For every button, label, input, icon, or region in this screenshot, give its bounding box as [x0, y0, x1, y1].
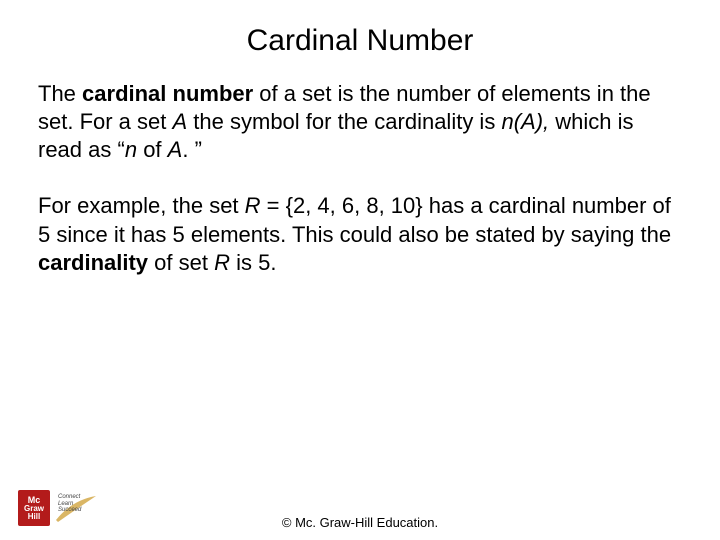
text: For example, the set — [38, 193, 245, 218]
slide: Cardinal Number The cardinal number of a… — [0, 0, 720, 540]
paragraph-1: The cardinal number of a set is the numb… — [38, 80, 682, 164]
term-cardinality: cardinality — [38, 250, 148, 275]
var-r: R — [214, 250, 230, 275]
var-n: n — [125, 137, 137, 162]
text: ), — [536, 109, 549, 134]
logo-tagline: Connect Learn Succeed — [58, 494, 81, 514]
text: is 5. — [230, 250, 276, 275]
text: The — [38, 81, 82, 106]
tagline-succeed: Succeed — [58, 507, 81, 514]
var-r: R — [245, 193, 261, 218]
copyright-footer: © Mc. Graw-Hill Education. — [0, 515, 720, 530]
text: . ” — [182, 137, 202, 162]
var-a: A — [521, 109, 536, 134]
text: ( — [514, 109, 521, 134]
slide-title: Cardinal Number — [38, 24, 682, 58]
text: the symbol for the cardinality is — [187, 109, 501, 134]
text: of set — [148, 250, 214, 275]
var-n: n — [501, 109, 513, 134]
paragraph-2: For example, the set R = {2, 4, 6, 8, 10… — [38, 192, 682, 276]
tagline-learn: Learn — [58, 501, 81, 508]
var-a: A — [168, 137, 183, 162]
term-cardinal-number: cardinal number — [82, 81, 253, 106]
tagline-connect: Connect — [58, 494, 81, 501]
text: of — [137, 137, 168, 162]
var-a: A — [173, 109, 188, 134]
